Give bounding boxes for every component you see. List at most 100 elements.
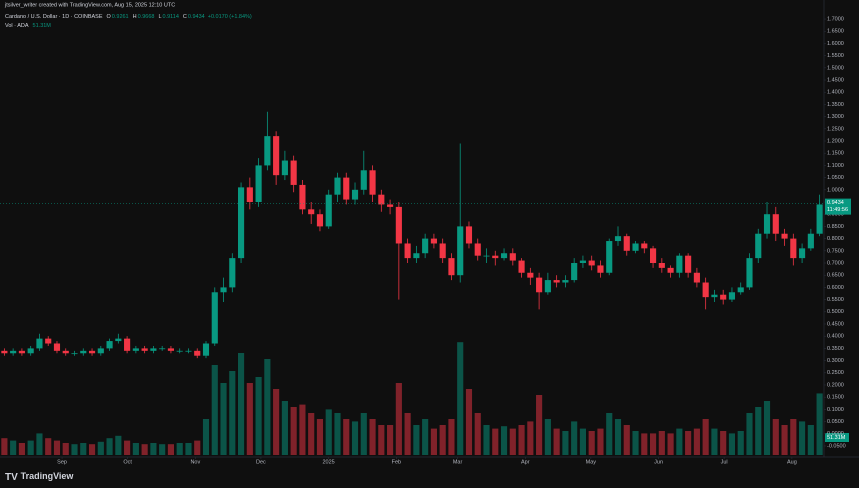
volume-bar xyxy=(790,419,797,455)
candle-body xyxy=(360,170,367,190)
y-tick-label: 1.4500 xyxy=(827,77,844,83)
volume-bar xyxy=(755,407,762,455)
volume-bar xyxy=(781,425,788,455)
x-tick-label: Jun xyxy=(654,459,663,465)
candle-body xyxy=(273,136,280,176)
volume-bar xyxy=(562,431,569,455)
volume-legend: Vol · ADA 51.31M xyxy=(5,23,51,29)
y-tick-label: 0.8000 xyxy=(827,236,844,242)
volume-bar xyxy=(667,433,674,455)
y-tick-label: 1.3500 xyxy=(827,102,844,108)
volume-bar xyxy=(518,425,525,455)
candle-body xyxy=(439,243,446,259)
candle-body xyxy=(623,236,630,251)
x-tick-label: Dec xyxy=(256,459,266,465)
y-tick-label: 0.6000 xyxy=(827,285,844,291)
volume-bar xyxy=(308,413,315,455)
x-tick-label: Mar xyxy=(453,459,463,465)
volume-bar xyxy=(728,433,736,455)
y-tick-label: 0.3000 xyxy=(827,358,844,364)
volume-bar xyxy=(167,444,175,455)
y-tick-label: 1.1000 xyxy=(827,163,844,169)
volume-bar xyxy=(316,419,324,455)
volume-bar xyxy=(597,428,604,455)
candle-body xyxy=(290,160,297,185)
volume-bar xyxy=(763,401,771,455)
volume-bar xyxy=(211,365,218,455)
candle-body xyxy=(807,233,814,249)
candle-body xyxy=(124,338,131,351)
y-tick-label: 0.2500 xyxy=(827,370,844,376)
volume-bar xyxy=(229,371,236,455)
volume-bar xyxy=(343,419,350,455)
credit: jtsilver_writer created with TradingView… xyxy=(4,2,175,8)
volume-bar xyxy=(325,409,332,455)
y-tick-label: 0.7000 xyxy=(827,260,844,266)
candle-body xyxy=(597,265,604,273)
candle-body xyxy=(404,243,411,259)
countdown: 11:49:56 xyxy=(827,207,848,213)
volume-title: Vol · ADA xyxy=(5,23,29,29)
candle-body xyxy=(10,350,17,354)
volume-value: 51.31M xyxy=(33,23,52,29)
volume-bar xyxy=(413,425,420,455)
volume-bar xyxy=(387,425,394,455)
y-tick-label: 1.3000 xyxy=(827,114,844,120)
ohlc-value: 0.9434 xyxy=(188,14,205,20)
y-tick-label: 0.8500 xyxy=(827,224,844,230)
last-price-box xyxy=(825,198,851,215)
volume-bar xyxy=(80,443,87,455)
y-tick-label: 0.0000 xyxy=(827,431,844,437)
candle-body xyxy=(632,243,639,251)
candle-body xyxy=(755,233,762,259)
volume-bar xyxy=(202,419,210,455)
candle-body xyxy=(141,348,148,351)
volume-bar xyxy=(614,419,622,455)
y-tick-label: 1.2000 xyxy=(827,138,844,144)
x-tick-label: May xyxy=(586,459,597,465)
candle-body xyxy=(255,165,262,203)
candle-body xyxy=(781,233,788,239)
y-tick-label: 0.5500 xyxy=(827,297,844,303)
candle-body xyxy=(62,350,69,354)
y-tick-label: 0.0500 xyxy=(827,419,844,425)
ohlc-key: H xyxy=(133,14,137,20)
candle-body xyxy=(18,350,25,354)
candle-body xyxy=(167,348,175,351)
volume-bar xyxy=(474,413,481,455)
volume-bar xyxy=(553,428,560,455)
volume-bar xyxy=(360,413,367,455)
candle-body xyxy=(97,348,104,354)
x-tick-label: Nov xyxy=(190,459,200,465)
volume-bar xyxy=(632,431,639,455)
candle-body xyxy=(702,282,709,298)
volume-bar xyxy=(36,433,43,455)
volume-bar xyxy=(106,438,113,455)
y-tick-label: 1.2500 xyxy=(827,126,844,132)
volume-bar xyxy=(255,377,262,455)
ohlc-key: O xyxy=(107,14,112,20)
y-tick-label: 1.6000 xyxy=(827,41,844,47)
volume-bar xyxy=(483,425,490,455)
volume-bar xyxy=(685,431,692,455)
candle-body xyxy=(676,255,683,273)
volume-bar xyxy=(194,440,201,455)
candle-body xyxy=(45,338,52,344)
last-price-label: 0.9434 xyxy=(827,200,844,206)
y-tick-label: 1.5000 xyxy=(827,65,844,71)
candle-body xyxy=(220,287,227,293)
volume-bar xyxy=(430,428,437,455)
volume-bar xyxy=(448,419,455,455)
candle-body xyxy=(36,338,43,349)
volume-bar xyxy=(273,389,280,455)
volume-bar xyxy=(457,342,464,455)
y-tick-label: 1.5500 xyxy=(827,53,844,59)
volume-bar xyxy=(807,425,814,455)
volume-bar xyxy=(220,383,227,455)
candle-body xyxy=(685,255,692,273)
candle-body xyxy=(387,204,394,207)
candle-body xyxy=(229,258,236,288)
candle-body xyxy=(641,243,648,249)
y-tick-label: 1.0500 xyxy=(827,175,844,181)
